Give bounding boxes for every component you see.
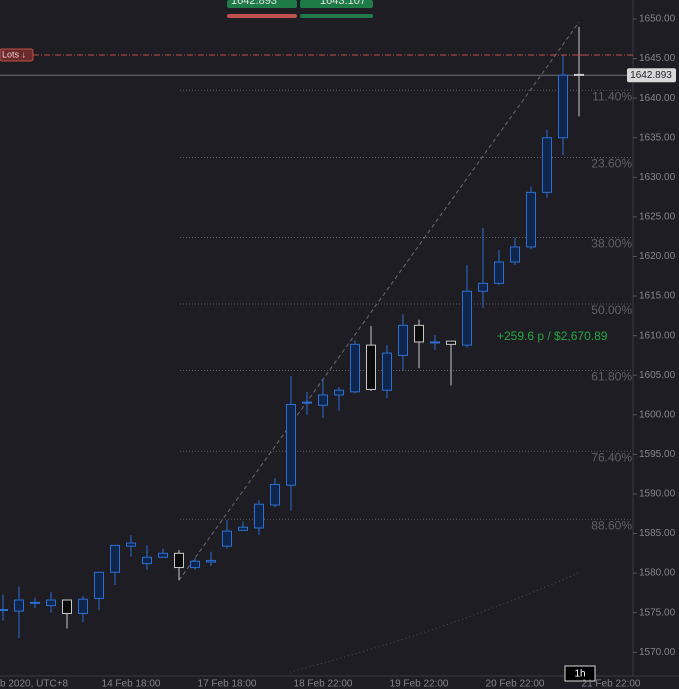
candle-body bbox=[494, 261, 504, 284]
fib-label: 61.80% bbox=[591, 370, 632, 384]
candle-body bbox=[190, 560, 200, 569]
buy-price[interactable]: 1643.107 bbox=[320, 0, 366, 7]
candle-body bbox=[206, 559, 216, 563]
interval-label[interactable]: 1h bbox=[574, 669, 585, 680]
y-tick-label: 1595.00 bbox=[639, 449, 676, 460]
y-tick-label: 1570.00 bbox=[639, 647, 676, 658]
y-tick-label: 1605.00 bbox=[639, 370, 676, 381]
fib-label: 76.40% bbox=[591, 450, 632, 464]
x-tick-label: 14 Feb 18:00 bbox=[102, 679, 161, 689]
interval-box[interactable] bbox=[564, 665, 596, 682]
candle-body bbox=[94, 571, 104, 599]
candle-body bbox=[414, 324, 424, 343]
fib-label: 11.40% bbox=[592, 89, 632, 103]
current-price-box bbox=[627, 68, 676, 83]
x-tick-label: b 2020, UTC+8 bbox=[0, 679, 69, 689]
candle-body bbox=[78, 598, 88, 614]
y-tick-label: 1585.00 bbox=[639, 528, 676, 539]
candle-body bbox=[126, 542, 136, 547]
x-tick-label: 17 Feb 18:00 bbox=[198, 679, 257, 689]
y-tick-label: 1610.00 bbox=[639, 330, 676, 341]
candle-body bbox=[302, 401, 312, 404]
y-tick-label: 1620.00 bbox=[639, 251, 676, 262]
trendline bbox=[178, 21, 580, 581]
x-tick-label: 18 Feb 22:00 bbox=[294, 679, 353, 689]
candle-body bbox=[30, 601, 40, 604]
y-tick-label: 1630.00 bbox=[639, 172, 676, 183]
candle-body bbox=[142, 556, 152, 565]
y-tick-label: 1580.00 bbox=[639, 568, 676, 579]
y-tick-label: 1635.00 bbox=[639, 132, 676, 143]
fib-label: 88.60% bbox=[591, 518, 632, 532]
candle-body bbox=[558, 74, 568, 139]
candle-body bbox=[574, 73, 584, 76]
candle-body bbox=[110, 544, 120, 573]
y-tick-label: 1575.00 bbox=[639, 607, 676, 618]
y-tick-label: 1625.00 bbox=[639, 212, 676, 223]
y-tick-label: 1600.00 bbox=[639, 409, 676, 420]
candle-body bbox=[46, 599, 56, 607]
candle-body bbox=[270, 483, 280, 506]
candle-body bbox=[542, 137, 552, 193]
candle-body bbox=[222, 530, 232, 547]
y-tick-label: 1650.00 bbox=[639, 14, 676, 25]
fib-label: 38.00% bbox=[591, 237, 632, 251]
candle-body bbox=[62, 599, 72, 614]
candle-body bbox=[366, 344, 376, 390]
candle-body bbox=[158, 552, 168, 558]
candle-body bbox=[430, 341, 440, 344]
candle-body bbox=[174, 552, 184, 569]
candle-body bbox=[510, 246, 520, 263]
y-tick-label: 1645.00 bbox=[639, 53, 676, 64]
lots-box bbox=[0, 48, 34, 62]
y-tick-label: 1590.00 bbox=[639, 489, 676, 500]
candle-body bbox=[398, 324, 408, 356]
pnl-annotation: +259.6 p / $2,670.89 bbox=[497, 329, 608, 343]
buy-button[interactable] bbox=[300, 0, 373, 8]
x-tick-label: 19 Feb 22:00 bbox=[390, 679, 449, 689]
candle-body bbox=[254, 503, 264, 529]
sell-price[interactable]: 1642.893 bbox=[231, 0, 277, 7]
current-price-label: 1642.893 bbox=[630, 70, 672, 81]
sell-button[interactable] bbox=[227, 0, 297, 8]
candle-body bbox=[0, 609, 8, 612]
y-tick-label: 1615.00 bbox=[639, 291, 676, 302]
x-tick-label: 21 Feb 22:00 bbox=[582, 679, 641, 689]
candle-body bbox=[334, 389, 344, 396]
candle-body bbox=[318, 394, 328, 406]
candle-body bbox=[238, 526, 248, 531]
candle-body bbox=[462, 290, 472, 346]
candle-body bbox=[286, 403, 296, 486]
candle-body bbox=[526, 191, 536, 248]
fib-label: 50.00% bbox=[591, 303, 632, 317]
candle-body bbox=[446, 340, 456, 345]
lots-label: Lots ↓ bbox=[2, 49, 26, 59]
y-tick-label: 1640.00 bbox=[639, 93, 676, 104]
candle-body bbox=[350, 343, 360, 393]
candle-body bbox=[14, 599, 24, 612]
candle-body bbox=[382, 352, 392, 391]
candle-body bbox=[478, 282, 488, 292]
buy-underline bbox=[300, 14, 373, 18]
sell-underline bbox=[227, 14, 297, 18]
x-tick-label: 20 Feb 22:00 bbox=[486, 679, 545, 689]
fib-label: 23.60% bbox=[591, 157, 632, 171]
